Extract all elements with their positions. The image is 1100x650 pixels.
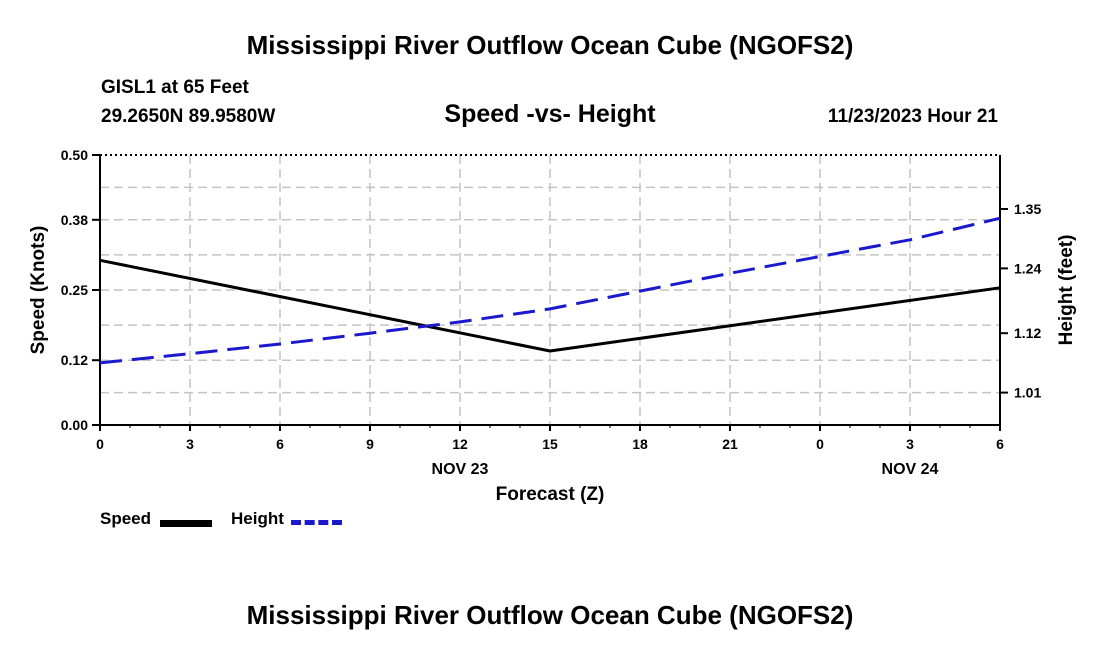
x-tick-label: 0 [816, 436, 824, 452]
x-tick-label: 15 [542, 436, 558, 452]
y-tick-label: 0.00 [61, 417, 88, 433]
x-date-label: NOV 24 [882, 461, 939, 478]
y-tick-label: 0.25 [61, 282, 88, 298]
x-tick-label: 3 [906, 436, 914, 452]
x-tick-label: 6 [996, 436, 1004, 452]
forecast-date: 11/23/2023 Hour 21 [827, 106, 998, 127]
y2-axis-title: Height (feet) [1056, 235, 1077, 346]
legend-height-swatch [291, 520, 342, 525]
series-line-speed [99, 258, 1001, 353]
x-tick-label: 12 [452, 436, 468, 452]
x-date-label: NOV 23 [432, 461, 489, 478]
chart-subtitle: Speed -vs- Height [444, 100, 656, 128]
y-tick-label: 0.38 [61, 212, 88, 228]
series-line-height [99, 216, 1001, 365]
chart-title: Mississippi River Outflow Ocean Cube (NG… [246, 30, 854, 60]
legend-height-label: Height [231, 509, 284, 528]
y2-tick-label: 1.01 [1014, 385, 1041, 401]
x-tick-label: 9 [366, 436, 374, 452]
footer-title: Mississippi River Outflow Ocean Cube (NG… [246, 600, 854, 630]
y-tick-label: 0.50 [61, 147, 88, 163]
legend-speed-label: Speed [100, 509, 152, 528]
station-name: GISL1 at 65 Feet [101, 77, 249, 98]
x-tick-label: 21 [722, 436, 738, 452]
x-tick-label: 6 [276, 436, 284, 452]
y-tick-label: 0.12 [61, 352, 88, 368]
x-tick-label: 18 [632, 436, 648, 452]
station-coords: 29.2650N 89.9580W [101, 106, 276, 127]
y-axis-title: Speed (Knots) [28, 226, 49, 355]
x-tick-label: 3 [186, 436, 194, 452]
y2-tick-label: 1.12 [1014, 325, 1041, 341]
y2-tick-label: 1.24 [1014, 260, 1041, 276]
y2-tick-label: 1.35 [1014, 201, 1041, 217]
x-tick-label: 0 [96, 436, 104, 452]
x-axis-title: Forecast (Z) [496, 484, 605, 505]
legend-speed-swatch [160, 520, 212, 527]
